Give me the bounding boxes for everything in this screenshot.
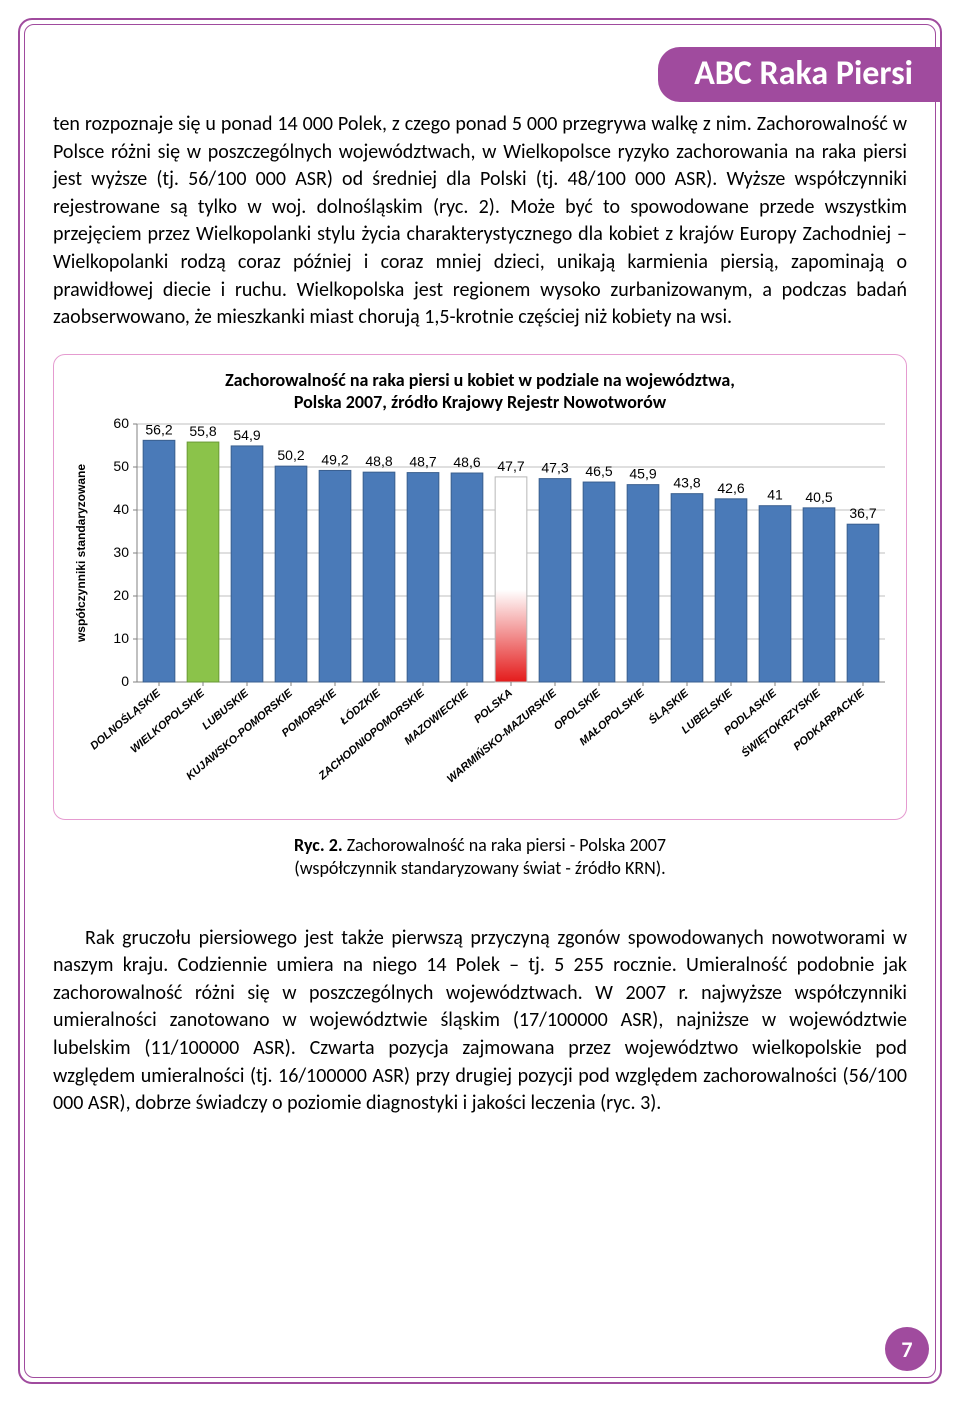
svg-text:40,5: 40,5 (805, 489, 832, 505)
svg-text:WIELKOPOLSKIE: WIELKOPOLSKIE (129, 686, 208, 755)
caption-figure-label: Ryc. 2. (294, 834, 343, 856)
svg-text:41: 41 (767, 486, 783, 502)
paragraph-1: ten rozpoznaje się u ponad 14 000 Polek,… (53, 111, 907, 332)
page-number: 7 (901, 1336, 912, 1363)
svg-text:49,2: 49,2 (321, 451, 348, 467)
svg-text:56,2: 56,2 (145, 421, 172, 437)
svg-text:43,8: 43,8 (673, 474, 700, 490)
svg-text:POLSKA: POLSKA (472, 687, 515, 726)
svg-text:48,7: 48,7 (409, 453, 436, 469)
svg-text:50: 50 (113, 458, 129, 474)
caption-line1: Zachorowalność na raka piersi - Polska 2… (343, 834, 666, 856)
page-title-banner: ABC Raka Piersi (658, 47, 941, 102)
svg-text:47,3: 47,3 (541, 459, 568, 475)
svg-text:36,7: 36,7 (849, 505, 876, 521)
svg-text:47,7: 47,7 (497, 458, 524, 474)
page-number-badge: 7 (885, 1327, 929, 1371)
svg-text:40: 40 (113, 501, 129, 517)
svg-text:45,9: 45,9 (629, 465, 656, 481)
page-title: ABC Raka Piersi (694, 53, 913, 94)
page: ABC Raka Piersi ten rozpoznaje się u pon… (0, 0, 960, 1402)
svg-text:48,8: 48,8 (365, 453, 392, 469)
svg-text:55,8: 55,8 (189, 423, 216, 439)
svg-text:ŚLĄSKIE: ŚLĄSKIE (646, 686, 691, 727)
svg-text:20: 20 (113, 587, 129, 603)
paragraph-2: Rak gruczołu piersiowego jest także pier… (53, 925, 907, 1118)
chart-container: Zachorowalność na raka piersi u kobiet w… (53, 354, 907, 820)
svg-text:DOLNOŚLĄSKIE: DOLNOŚLĄSKIE (88, 686, 164, 753)
svg-text:ŁÓDZKIE: ŁÓDZKIE (337, 686, 384, 728)
inner-frame: ABC Raka Piersi ten rozpoznaje się u pon… (24, 24, 936, 1378)
chart-title-line1: Zachorowalność na raka piersi u kobiet w… (225, 369, 735, 391)
chart-title-line2: Polska 2007, źródło Krajowy Rejestr Nowo… (294, 391, 666, 413)
svg-text:60: 60 (113, 415, 129, 431)
svg-text:30: 30 (113, 544, 129, 560)
svg-text:46,5: 46,5 (585, 463, 612, 479)
svg-text:48,6: 48,6 (453, 454, 480, 470)
svg-text:współczynniki standaryzowane: współczynniki standaryzowane (74, 463, 88, 642)
bar-chart: 0 10 20 30 40 50 60 współczynniki standaryzowan… (65, 414, 895, 814)
outer-frame: ABC Raka Piersi ten rozpoznaje się u pon… (18, 18, 942, 1384)
caption-line2: (współczynnik standaryzowany świat - źró… (294, 857, 665, 879)
svg-text:10: 10 (113, 630, 129, 646)
svg-text:54,9: 54,9 (233, 427, 260, 443)
svg-text:42,6: 42,6 (717, 480, 744, 496)
svg-text:50,2: 50,2 (277, 447, 304, 463)
svg-text:0: 0 (121, 673, 129, 689)
chart-caption: Ryc. 2. Zachorowalność na raka piersi - … (53, 834, 907, 881)
svg-text:ŚWIĘTOKRZYSKIE: ŚWIĘTOKRZYSKIE (739, 686, 824, 760)
chart-title: Zachorowalność na raka piersi u kobiet w… (64, 369, 896, 414)
